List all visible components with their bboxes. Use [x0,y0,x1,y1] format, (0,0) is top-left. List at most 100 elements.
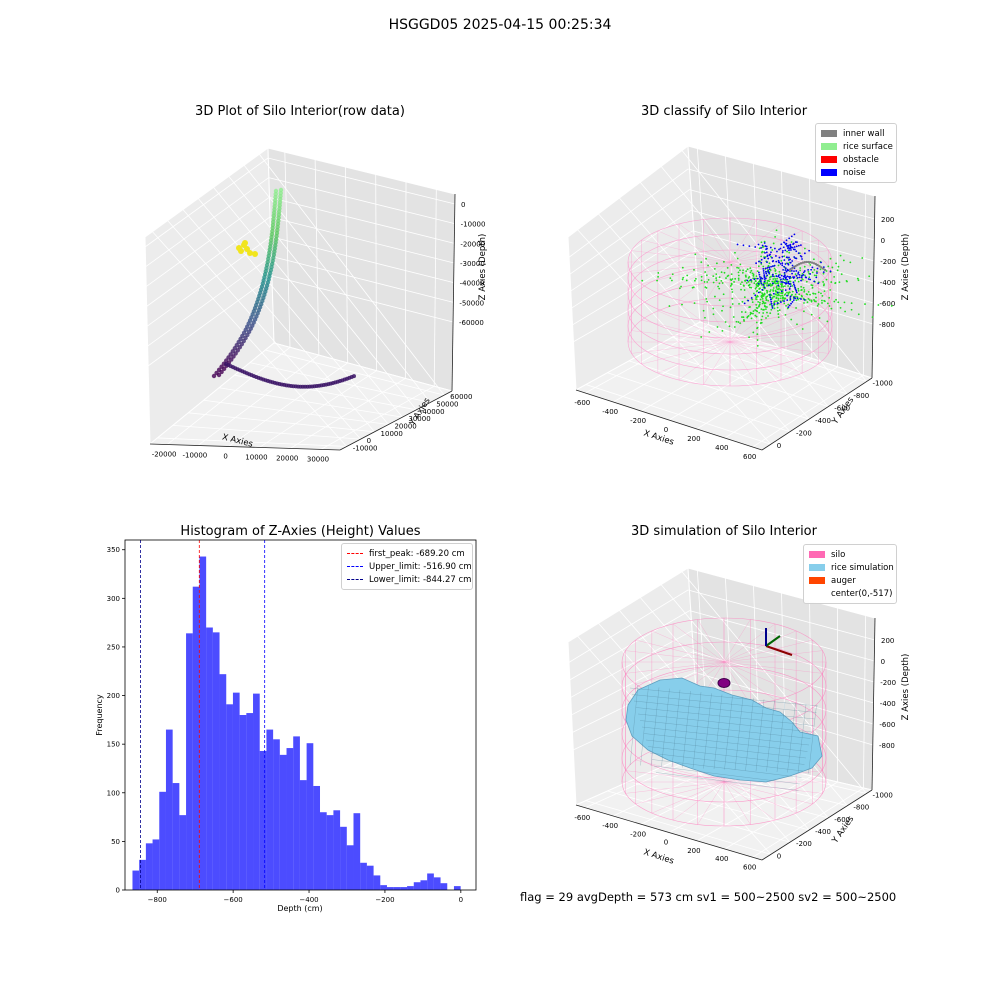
data-point [762,270,765,272]
histogram-bar [172,783,180,890]
data-point [834,281,837,284]
data-point [790,267,794,270]
data-point [743,296,746,299]
data-point [236,245,242,251]
data-point [708,331,711,333]
p2-legend-item: inner wall [821,127,891,140]
data-point [775,285,778,288]
data-point [764,282,767,284]
data-point [759,280,762,283]
data-point [704,286,707,289]
data-point [813,268,816,271]
data-point [783,281,786,284]
data-point [756,270,759,273]
data-point [767,299,770,302]
x-tick-label: -600 [574,814,590,822]
data-point [721,329,724,332]
histogram-bar [420,880,428,890]
data-point [755,286,758,289]
grid-line [693,325,867,382]
y-tick-label: 100 [107,789,120,797]
x-tick-label: −800 [148,896,167,904]
histogram-bar [340,826,347,890]
silo-spoke [729,219,757,263]
data-point [695,277,697,280]
grid-line [598,213,791,432]
data-point [801,295,803,298]
data-point [857,313,860,316]
data-point [797,280,800,283]
data-point [812,258,815,261]
data-point [746,268,749,271]
data-point [764,308,767,311]
grid-line [863,615,867,789]
data-point [760,294,763,297]
grid-line [696,775,812,842]
y-tick-label: -400 [815,828,831,836]
data-point [780,259,783,262]
histogram-bar [366,865,374,890]
data-point [811,271,814,274]
p3-y-ticks: 0 50 100 150 200 250 300 350 [107,546,125,895]
y-tick-label: 0 [777,852,781,860]
surface-mesh [655,772,799,791]
data-point [821,302,823,304]
y-tick-label: -800 [853,804,869,812]
data-point [678,287,681,290]
silo-spoke [729,261,819,285]
histogram-bar [259,750,267,890]
data-point [762,272,765,274]
panel3-title: Histogram of Z-Axies (Height) Values [180,524,421,539]
p2-z-ticks: 200 0 -200 -400 -600 -800 [879,216,896,329]
data-point [760,318,763,321]
data-point [786,294,788,297]
data-point [814,292,817,295]
silo-spoke [729,303,782,343]
grid-line [568,189,690,276]
data-point [715,279,718,282]
data-point [729,306,732,309]
data-point [233,351,238,356]
data-point [825,278,828,281]
data-point [712,281,715,284]
data-point [843,301,846,304]
silo-spoke [729,341,819,365]
data-point [816,272,818,274]
data-point [702,309,705,312]
data-point [744,274,747,277]
histogram-bar [179,815,187,890]
grid-line [572,271,697,343]
legend-swatch [821,156,837,163]
data-point [837,265,840,268]
data-point [796,297,799,300]
data-point [792,248,795,251]
data-point [750,312,753,315]
data-point [766,291,769,294]
data-point [720,271,723,274]
data-point [814,262,817,266]
data-point [749,267,752,270]
legend-swatch [809,551,825,558]
data-point [761,251,763,254]
data-point [789,258,792,261]
data-point [777,316,780,319]
data-point [803,265,806,268]
data-point [776,291,779,294]
data-point [774,235,777,238]
grid-line [687,589,876,641]
data-point [700,275,703,278]
data-point [694,253,697,256]
x-tick-label: -10000 [182,452,207,460]
data-point [732,316,735,318]
data-point [763,257,766,259]
grid-line [689,610,875,662]
data-point [743,285,745,287]
data-point [771,307,774,309]
data-point [791,272,793,275]
data-point [714,295,716,298]
data-point [821,299,823,302]
data-point [793,285,796,287]
data-point [769,255,772,258]
data-point [693,302,696,305]
y-tick-label: 0 [367,437,371,445]
